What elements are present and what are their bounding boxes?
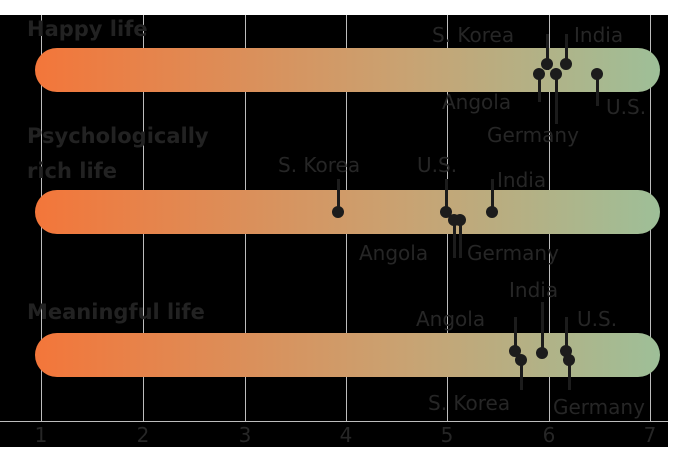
row-title-psych-line2: rich life [27,159,118,183]
chart-area: 1 2 3 4 5 6 7 Happy life S. Korea India … [0,15,668,447]
bar-meaningful [35,333,660,377]
x-tick-label: 1 [34,423,48,447]
label-meaningful-angola: Angola [416,307,486,331]
x-axis-line [0,421,668,422]
marker-dot-meaningful-skorea [515,354,527,366]
label-happy-angola: Angola [442,90,512,114]
marker-dot-happy-skorea [541,58,553,70]
x-tick-label: 7 [643,423,657,447]
label-meaningful-germany: Germany [553,395,645,419]
label-meaningful-us: U.S. [577,307,618,331]
marker-dot-psych-germany [454,214,466,226]
label-meaningful-india: India [509,278,559,302]
label-happy-us: U.S. [606,95,647,119]
label-psych-us: U.S. [417,153,458,177]
x-tick-label: 5 [440,423,454,447]
marker-dot-happy-us [591,68,603,80]
label-psych-india: India [497,168,547,192]
marker-stem [546,34,549,70]
marker-stem [565,317,568,351]
label-psych-skorea: S. Korea [278,153,361,177]
row-title-meaningful: Meaningful life [27,300,205,324]
marker-dot-happy-angola [533,68,545,80]
label-happy-skorea: S. Korea [432,23,515,47]
marker-stem [568,360,571,390]
marker-dot-happy-india [560,58,572,70]
marker-stem [541,302,544,351]
bar-psych [35,190,660,234]
marker-dot-meaningful-india [536,347,548,359]
marker-stem [337,179,340,212]
marker-dot-psych-india [486,206,498,218]
x-tick-label: 3 [238,423,252,447]
label-psych-angola: Angola [359,241,429,265]
label-happy-germany: Germany [487,123,579,147]
x-tick-label: 4 [339,423,353,447]
marker-stem [453,220,456,258]
marker-stem [538,74,541,102]
marker-stem [520,360,523,390]
row-title-psych-line1: Psychologically [27,124,209,148]
marker-stem [565,34,568,64]
marker-dot-meaningful-germany [563,354,575,366]
marker-dot-psych-skorea [332,206,344,218]
x-tick-label: 6 [542,423,556,447]
label-happy-india: India [574,23,624,47]
marker-stem [459,220,462,258]
label-meaningful-skorea: S. Korea [428,391,511,415]
marker-stem [491,179,494,212]
marker-dot-happy-germany [550,68,562,80]
marker-stem [596,74,599,106]
x-tick-label: 2 [136,423,150,447]
row-title-happy: Happy life [27,17,148,41]
marker-stem [445,179,448,212]
marker-stem [555,74,558,124]
marker-stem [514,317,517,351]
label-psych-germany: Germany [467,241,559,265]
